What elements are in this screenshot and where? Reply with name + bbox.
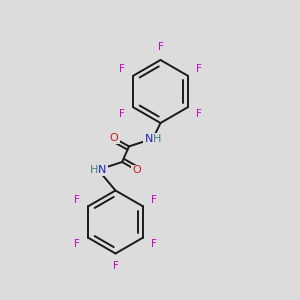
FancyBboxPatch shape xyxy=(110,260,121,272)
FancyBboxPatch shape xyxy=(193,64,204,75)
Text: F: F xyxy=(74,239,80,249)
Text: F: F xyxy=(151,195,157,205)
Text: F: F xyxy=(196,109,202,118)
FancyBboxPatch shape xyxy=(88,164,108,176)
Text: F: F xyxy=(119,64,125,74)
Text: N: N xyxy=(98,165,106,175)
FancyBboxPatch shape xyxy=(117,108,128,119)
FancyBboxPatch shape xyxy=(117,64,128,75)
Text: N: N xyxy=(145,134,153,144)
Text: O: O xyxy=(110,133,118,143)
Text: F: F xyxy=(151,239,157,249)
FancyBboxPatch shape xyxy=(148,238,159,250)
FancyBboxPatch shape xyxy=(131,165,142,176)
Text: F: F xyxy=(74,195,80,205)
Text: H: H xyxy=(153,134,161,144)
Text: F: F xyxy=(112,261,118,271)
FancyBboxPatch shape xyxy=(193,108,204,119)
FancyBboxPatch shape xyxy=(108,132,120,144)
Text: F: F xyxy=(119,109,125,118)
FancyBboxPatch shape xyxy=(72,238,83,250)
FancyBboxPatch shape xyxy=(143,133,163,144)
Text: F: F xyxy=(196,64,202,74)
Text: O: O xyxy=(132,165,141,176)
Text: H: H xyxy=(90,165,98,175)
Text: F: F xyxy=(158,42,164,52)
FancyBboxPatch shape xyxy=(72,194,83,206)
FancyBboxPatch shape xyxy=(155,42,166,53)
FancyBboxPatch shape xyxy=(148,194,159,206)
